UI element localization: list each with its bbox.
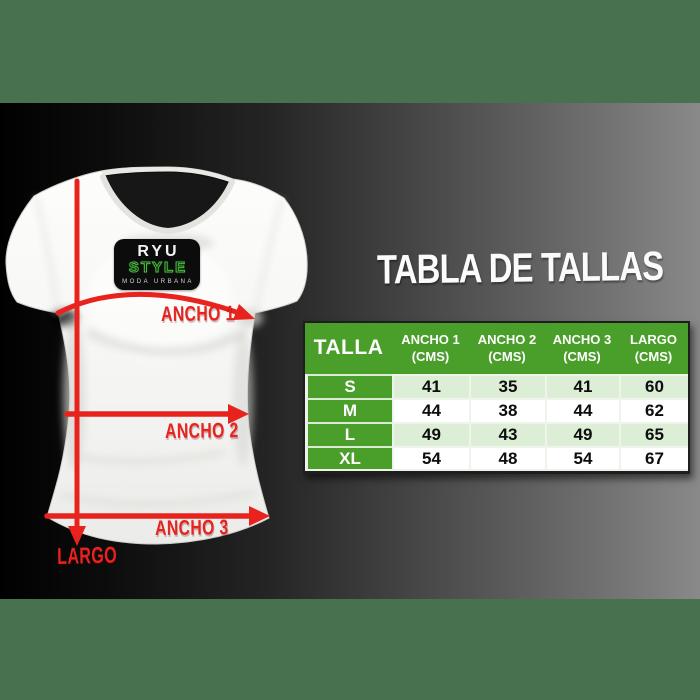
column-unit: (CMS) — [488, 348, 526, 364]
brand-label-patch: RYU STYLE MODA URBANA — [114, 239, 200, 290]
value-cell: 60 — [619, 374, 688, 398]
back-collar — [101, 167, 233, 183]
tshirt-graphic — [5, 166, 308, 545]
value-cell: 41 — [392, 374, 469, 398]
column-unit: (CMS) — [634, 348, 673, 364]
brand-style-word: STYLE — [128, 259, 188, 277]
value-cell: 44 — [392, 398, 469, 422]
column-unit: (CMS) — [411, 348, 450, 364]
value-cell: 49 — [545, 422, 619, 446]
column-header-largo: LARGO (CMS) — [619, 323, 688, 374]
value-cell: 41 — [545, 374, 619, 398]
value-cell: 54 — [392, 446, 469, 471]
value-cell: 43 — [469, 422, 545, 446]
size-cell-m: M — [305, 398, 392, 422]
size-cell-xl: XL — [305, 446, 392, 471]
value-cell: 62 — [619, 398, 688, 422]
size-cell-l: L — [305, 422, 392, 446]
column-name: ANCHO 1 — [401, 332, 460, 348]
value-cell: 65 — [619, 422, 688, 446]
column-header-ancho1: ANCHO 1 (CMS) — [392, 323, 469, 374]
largo-label: LARGO — [57, 541, 118, 569]
value-cell: 44 — [545, 398, 619, 422]
column-name: ANCHO 3 — [552, 332, 612, 348]
green-band-bottom — [0, 599, 700, 700]
size-cell-s: S — [305, 374, 392, 398]
column-header-ancho2: ANCHO 2 (CMS) — [469, 323, 545, 374]
value-cell: 54 — [545, 446, 619, 471]
brand-name: RYU — [137, 243, 180, 261]
ancho1-label: ANCHO 1 — [161, 302, 235, 326]
value-cell: 48 — [469, 446, 545, 471]
column-unit: (CMS) — [563, 348, 601, 364]
column-name: ANCHO 2 — [477, 332, 537, 348]
value-cell: 67 — [619, 446, 688, 471]
collar-band — [100, 174, 235, 235]
page-title: TABLA DE TALLAS — [376, 242, 664, 293]
ancho2-label: ANCHO 2 — [165, 419, 239, 443]
green-band-top — [0, 0, 700, 103]
column-header-ancho3: ANCHO 3 (CMS) — [545, 323, 619, 374]
brand-tagline: MODA URBANA — [122, 278, 194, 285]
value-cell: 38 — [469, 398, 545, 422]
column-name: LARGO — [630, 332, 677, 348]
ancho3-label: ANCHO 3 — [155, 516, 229, 540]
size-table: TALLA ANCHO 1 (CMS) ANCHO 2 (CMS) ANCHO … — [303, 321, 690, 474]
value-cell: 35 — [469, 374, 545, 398]
size-column-header: TALLA — [305, 323, 392, 374]
value-cell: 49 — [392, 422, 469, 446]
